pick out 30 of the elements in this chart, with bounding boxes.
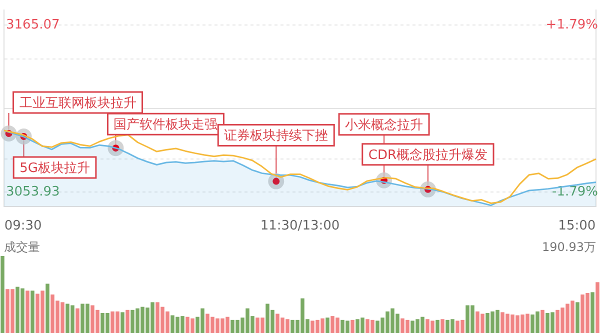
bar (0, 256, 4, 333)
x-tick-label: 11:30/13:00 (260, 218, 340, 234)
annotation: 5G板块拉升 (20, 160, 90, 176)
bar (46, 284, 50, 333)
bar (26, 290, 30, 333)
annotation: CDR概念股拉升爆发 (368, 148, 488, 163)
bar (590, 292, 594, 333)
annotation: 工业互联网板块拉升 (19, 96, 136, 111)
bar (540, 310, 544, 333)
bar (120, 312, 124, 333)
x-tick-label: 09:30 (4, 218, 42, 234)
text: 190.93万 (542, 240, 596, 254)
bar (76, 308, 80, 333)
bar (596, 282, 600, 333)
annotation: 小米概念拉升 (345, 118, 424, 133)
annotation: 证券板块持续下挫 (224, 128, 328, 144)
annotation: 国产软件板块走强 (114, 117, 218, 132)
y2-tick-label: +1.79% (546, 18, 598, 33)
bar (30, 290, 34, 333)
y-tick-label: 3165.07 (6, 17, 60, 32)
bar (436, 320, 440, 333)
y-tick-label: 3053.93 (6, 184, 60, 200)
bar (440, 319, 444, 333)
x-tick-label: 15:00 (558, 218, 596, 234)
bar (126, 310, 130, 333)
bar (326, 318, 330, 333)
text: 成交量 (4, 240, 40, 254)
bar (576, 302, 580, 333)
y2-tick-label: -1.79% (552, 184, 598, 200)
bar (350, 320, 354, 333)
